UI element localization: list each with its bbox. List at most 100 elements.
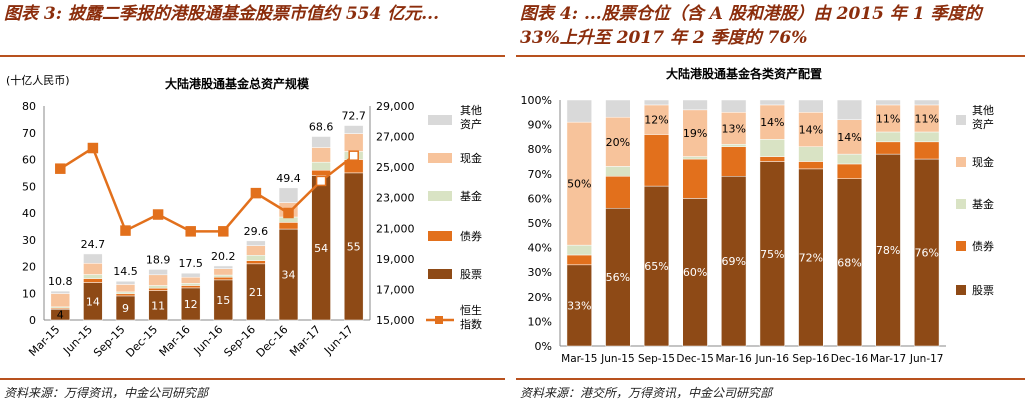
right-stock-pct-label: 72% bbox=[799, 251, 823, 264]
right-bar-segment bbox=[875, 141, 901, 155]
right-bar-segment bbox=[875, 104, 901, 133]
right-cash-pct-label: 14% bbox=[799, 124, 823, 137]
left-x-tick-label: Mar-17 bbox=[287, 323, 323, 359]
left-bar-segment bbox=[246, 260, 266, 265]
left-bar-segment bbox=[180, 285, 201, 289]
right-cash-pct-label: 50% bbox=[567, 178, 591, 191]
right-source-note: 资料来源：港交所，万得资讯，中金公司研究部 bbox=[520, 386, 773, 400]
right-bar-segment bbox=[914, 99, 940, 106]
right-figure-panel: 图表 4: ...股票仓位（含 A 股和港股）由 2015 年 1 季度的 33… bbox=[516, 0, 1025, 412]
right-bar-segment bbox=[759, 139, 785, 157]
right-y-tick-label: 100% bbox=[521, 94, 552, 107]
left-stock-value-label: 15 bbox=[216, 294, 230, 307]
right-y-tick-label: 30% bbox=[528, 266, 552, 279]
left-index-marker bbox=[283, 207, 294, 219]
right-cash-pct-label: 11% bbox=[876, 112, 900, 125]
left-bar-segment bbox=[180, 276, 201, 284]
left-total-value-label: 24.7 bbox=[81, 238, 106, 251]
left-legend-label: 股票 bbox=[460, 268, 482, 281]
right-bar-segment bbox=[566, 121, 592, 246]
left-total-value-label: 17.5 bbox=[178, 257, 203, 270]
right-bar-segment bbox=[605, 99, 631, 118]
right-bar-segment bbox=[875, 153, 901, 347]
left-total-value-label: 29.6 bbox=[244, 225, 269, 238]
left-index-marker bbox=[87, 142, 99, 154]
left-stock-value-label: 11 bbox=[151, 299, 165, 312]
left-top-rule bbox=[0, 55, 505, 57]
right-bar-segment bbox=[721, 144, 747, 147]
right-bar-segment bbox=[914, 104, 940, 133]
left-total-value-label: 10.8 bbox=[48, 275, 73, 288]
left-x-tick-label: Jun-17 bbox=[321, 323, 356, 358]
left-bar-segment bbox=[115, 291, 136, 295]
left-x-tick-label: Sep-15 bbox=[91, 323, 128, 360]
left-chart-title: 大陆港股通基金总资产规模 bbox=[165, 76, 310, 91]
right-x-tick-label: Mar-15 bbox=[561, 353, 597, 365]
right-bar-segment bbox=[759, 161, 785, 347]
right-x-tick-label: Jun-16 bbox=[755, 353, 790, 365]
left-bar-segment bbox=[83, 253, 103, 264]
left-bar-segment bbox=[50, 290, 71, 294]
right-y-tick-label: 50% bbox=[528, 217, 552, 230]
right-y-tick-label: 90% bbox=[528, 119, 552, 132]
right-bar-segment bbox=[798, 99, 824, 113]
right-bar-segment bbox=[682, 198, 708, 347]
left-bar-segment bbox=[311, 161, 331, 171]
right-bar-segment bbox=[566, 99, 592, 123]
right-bar-segment bbox=[836, 178, 863, 347]
right-chart-title: 大陆港股通基金各类资产配置 bbox=[666, 66, 822, 81]
right-x-tick-label: Jun-15 bbox=[600, 353, 635, 365]
left-stock-value-label: 34 bbox=[282, 269, 296, 282]
right-y-tick-label: 70% bbox=[528, 168, 552, 181]
left-index-marker bbox=[55, 163, 66, 174]
right-bar-segment bbox=[836, 153, 863, 165]
left-legend-label-line1: 其他 bbox=[460, 104, 482, 117]
left-y-tick-label: 0 bbox=[29, 314, 36, 327]
left-legend-label: 债券 bbox=[460, 229, 482, 243]
left-y2-tick-label: 25,000 bbox=[376, 161, 415, 174]
left-figure-title: 图表 3: 披露二季报的港股通基金股票市值约 554 亿元... bbox=[4, 4, 440, 24]
right-stock-pct-label: 33% bbox=[567, 299, 591, 312]
right-legend-swatch bbox=[956, 115, 966, 125]
left-legend-label-line1: 恒生 bbox=[460, 303, 482, 317]
left-index-marker bbox=[315, 175, 327, 187]
right-stock-pct-label: 68% bbox=[837, 256, 861, 269]
left-legend-swatch bbox=[428, 153, 452, 163]
left-legend-line-marker bbox=[435, 316, 443, 324]
right-bar-segment bbox=[836, 99, 863, 120]
right-bar-segment bbox=[721, 146, 747, 177]
left-total-value-label: 68.6 bbox=[309, 120, 334, 133]
right-x-tick-label: Jun-17 bbox=[909, 353, 944, 365]
left-y2-tick-label: 23,000 bbox=[376, 192, 415, 205]
left-legend-label-line2: 资产 bbox=[460, 117, 482, 131]
left-index-marker bbox=[250, 187, 262, 199]
right-top-rule bbox=[516, 55, 1025, 57]
right-legend-swatch bbox=[956, 199, 966, 209]
left-index-marker bbox=[120, 225, 131, 236]
left-bar-segment bbox=[180, 283, 201, 286]
right-bar-segment bbox=[605, 207, 631, 347]
left-bar-segment bbox=[311, 147, 331, 163]
right-bar-segment bbox=[798, 161, 824, 170]
right-legend-swatch bbox=[956, 241, 966, 251]
left-bar-segment bbox=[83, 278, 103, 283]
left-legend-label: 基金 bbox=[460, 189, 482, 203]
left-bar-segment bbox=[246, 255, 266, 261]
left-y-tick-label: 50 bbox=[22, 180, 36, 193]
left-legend-swatch bbox=[428, 115, 452, 125]
left-total-value-label: 14.5 bbox=[113, 265, 138, 278]
right-stock-pct-label: 76% bbox=[914, 247, 938, 260]
left-bar-segment bbox=[246, 245, 266, 256]
right-cash-pct-label: 14% bbox=[837, 131, 861, 144]
left-y2-tick-label: 19,000 bbox=[376, 253, 415, 266]
left-y2-tick-label: 21,000 bbox=[376, 222, 415, 235]
right-legend-swatch bbox=[956, 157, 966, 167]
right-stock-pct-label: 75% bbox=[760, 248, 784, 261]
left-stock-value-label: 21 bbox=[249, 286, 263, 299]
left-y-tick-label: 30 bbox=[22, 234, 36, 247]
right-bar-segment bbox=[914, 141, 940, 160]
left-bar-segment bbox=[180, 272, 201, 278]
left-x-tick-label: Sep-16 bbox=[221, 323, 258, 360]
left-bar-segment bbox=[148, 285, 168, 289]
left-x-tick-label: Jun-15 bbox=[60, 323, 95, 358]
